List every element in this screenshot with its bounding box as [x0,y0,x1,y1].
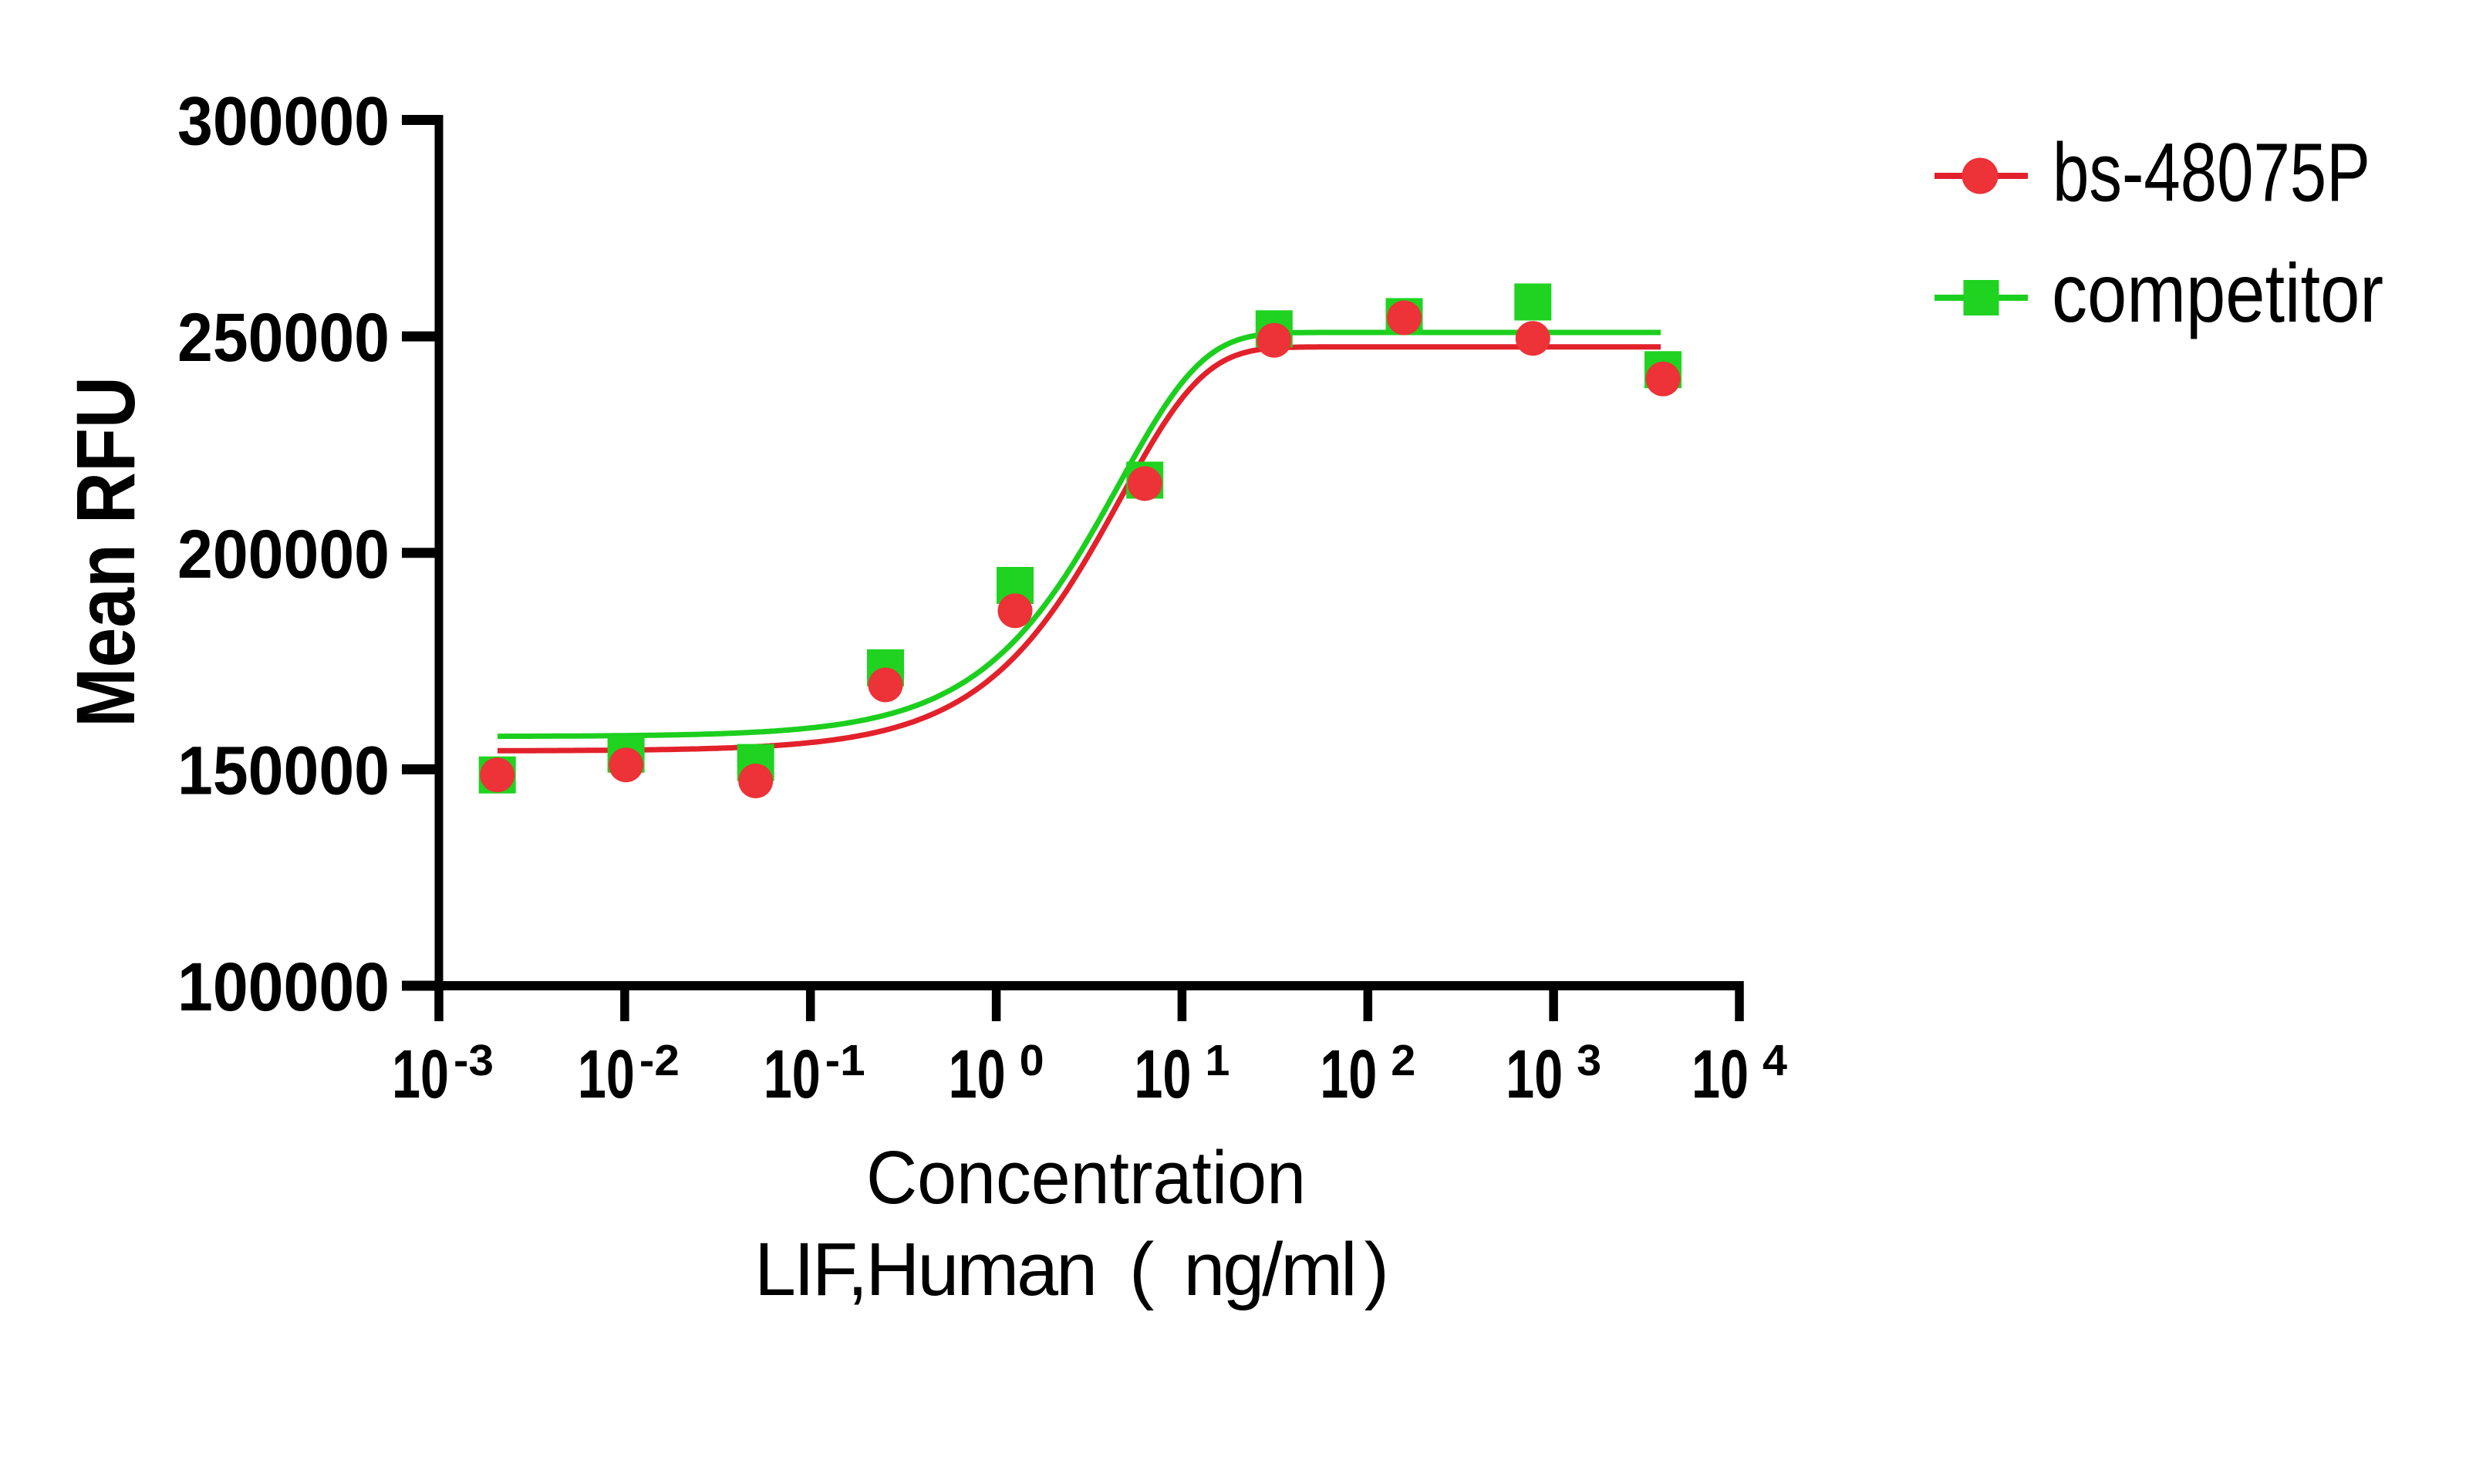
svg-text:10: 10 [1134,1035,1191,1112]
svg-text:150000: 150000 [177,731,390,808]
svg-text:4: 4 [1763,1036,1787,1085]
svg-text:Mean RFU: Mean RFU [59,376,152,727]
svg-text:2: 2 [1391,1036,1415,1085]
svg-text:250000: 250000 [177,298,390,376]
svg-text:100000: 100000 [177,948,390,1025]
svg-text:1: 1 [1205,1036,1230,1085]
svg-text:-2: -2 [639,1036,680,1085]
svg-text:0: 0 [1020,1036,1044,1085]
svg-text:10: 10 [764,1035,821,1112]
svg-text:-3: -3 [454,1036,494,1085]
svg-text:LIF,Human(ng/ml): LIF,Human(ng/ml) [754,1227,1387,1311]
svg-text:10: 10 [578,1035,635,1112]
svg-text:200000: 200000 [177,515,390,592]
svg-text:300000: 300000 [177,83,390,160]
svg-text:10: 10 [392,1035,449,1112]
svg-text:10: 10 [949,1035,1006,1112]
svg-text:bs-48075P: bs-48075P [2053,126,2370,219]
svg-text:10: 10 [1692,1035,1749,1112]
svg-text:Concentration: Concentration [866,1135,1306,1219]
svg-text:competitor: competitor [2052,246,2383,339]
svg-text:10: 10 [1320,1035,1377,1112]
svg-text:3: 3 [1577,1036,1601,1085]
svg-text:-1: -1 [825,1036,865,1085]
svg-text:10: 10 [1506,1035,1563,1112]
